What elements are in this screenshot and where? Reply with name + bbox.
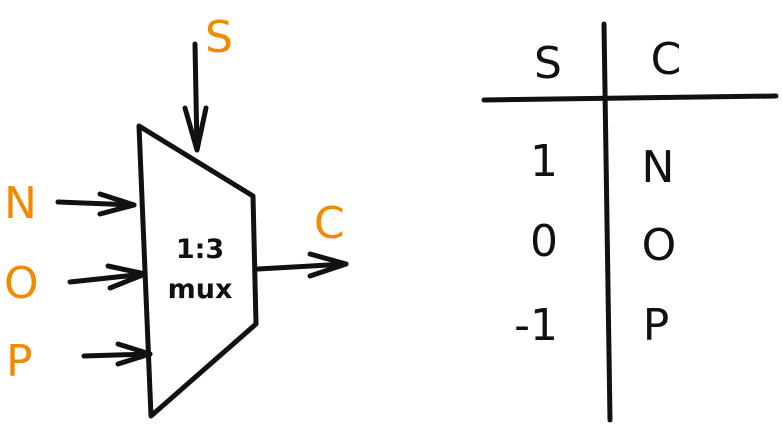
table-cell-s-row2: 0: [530, 216, 558, 267]
table-cell-c-row1: N: [642, 142, 675, 193]
input-label-p: P: [6, 336, 33, 387]
table-header-s: S: [534, 38, 562, 89]
mux-body: [136, 123, 259, 419]
output-arrow-c: [255, 251, 349, 279]
select-label: S: [205, 12, 233, 63]
table-horizontal-rule: [481, 93, 779, 103]
input-arrow-n: [55, 191, 137, 217]
input-label-n: N: [4, 178, 37, 229]
table-cell-c-row2: O: [642, 220, 677, 271]
select-arrow: [182, 41, 209, 153]
table-cell-s-row1: 1: [530, 136, 558, 187]
output-label: C: [314, 198, 345, 249]
mux-title-line1: 1:3: [176, 234, 224, 265]
input-arrow-p: [81, 341, 153, 367]
mux-title-line2: mux: [168, 274, 233, 305]
table-vertical-rule: [601, 21, 613, 423]
table-cell-s-row3: -1: [514, 300, 558, 351]
input-arrow-o: [67, 263, 148, 291]
table-cell-c-row3: P: [643, 300, 670, 351]
input-label-o: O: [4, 258, 39, 309]
table-header-c: C: [651, 34, 682, 85]
